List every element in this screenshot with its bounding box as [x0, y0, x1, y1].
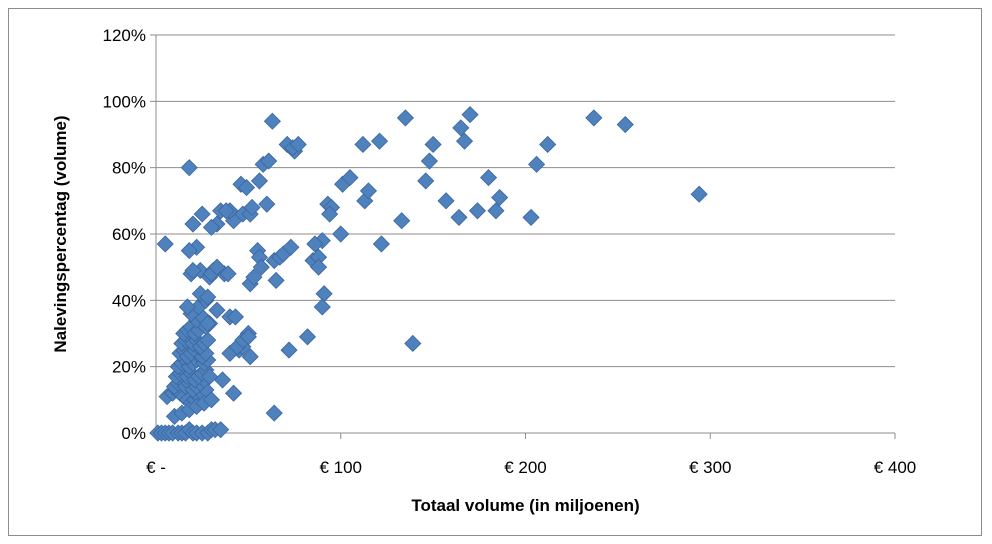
data-point: [332, 225, 350, 243]
data-point: [226, 308, 245, 326]
data-point: [193, 205, 211, 223]
data-point: [289, 135, 307, 154]
data-point: [241, 348, 259, 366]
data-point: [156, 235, 174, 253]
data-point: [180, 159, 198, 177]
data-point: [250, 172, 269, 190]
data-point: [491, 188, 509, 207]
data-point: [202, 391, 220, 409]
data-point: [306, 235, 324, 253]
data-point: [455, 132, 474, 150]
x-tick-label: € -: [146, 458, 166, 477]
data-point: [282, 238, 300, 256]
data-point: [260, 152, 278, 170]
data-point: [522, 208, 540, 226]
data-point: [280, 341, 298, 359]
data-point: [452, 119, 470, 137]
data-point: [252, 258, 270, 276]
data-point: [202, 218, 220, 236]
data-point: [237, 179, 256, 197]
data-point: [396, 109, 414, 127]
y-tick-label: 0%: [121, 424, 146, 443]
data-point: [341, 169, 359, 187]
data-point: [370, 132, 389, 150]
data-point: [263, 112, 281, 130]
data-point: [243, 198, 261, 217]
y-tick-label: 80%: [112, 159, 146, 178]
data-point: [420, 152, 438, 170]
data-point: [212, 421, 230, 439]
y-tick-label: 20%: [112, 358, 146, 377]
data-point: [417, 172, 435, 190]
x-tick-labels: € - € 100 € 200 € 300 € 400: [146, 458, 916, 477]
data-point: [199, 331, 217, 349]
data-point: [359, 182, 378, 200]
data-point: [184, 261, 202, 280]
data-point: [354, 135, 372, 154]
data-point: [321, 205, 339, 223]
data-point: [487, 202, 505, 220]
data-point: [450, 208, 468, 226]
y-tick-label: 100%: [103, 92, 146, 111]
x-tick-label: € 100: [319, 458, 362, 477]
data-point: [199, 314, 217, 333]
data-point: [528, 155, 546, 173]
y-axis-title: Nalevingspercentag (volume): [51, 115, 70, 352]
data-point: [393, 212, 411, 230]
data-point: [245, 268, 263, 286]
y-tick-label: 40%: [112, 291, 146, 310]
data-point: [298, 328, 317, 346]
gridlines: [156, 34, 895, 368]
data-point: [424, 135, 442, 154]
data-point: [217, 202, 235, 220]
data-point: [239, 328, 257, 346]
x-tick-label: € 400: [874, 458, 917, 477]
data-point: [539, 135, 557, 154]
data-point: [225, 384, 243, 402]
data-point: [313, 298, 331, 316]
data-point: [213, 371, 232, 389]
data-point: [208, 258, 226, 276]
data-point: [180, 242, 198, 260]
axes: [150, 34, 896, 439]
data-point: [690, 185, 708, 203]
data-point: [258, 195, 276, 213]
data-point: [184, 215, 202, 233]
data-point: [265, 404, 283, 422]
data-point: [199, 288, 217, 306]
data-point: [208, 301, 226, 319]
x-tick-label: € 200: [504, 458, 547, 477]
data-point: [468, 202, 487, 220]
data-point: [315, 285, 333, 303]
data-point: [310, 258, 328, 276]
data-point: [178, 298, 196, 316]
x-tick-label: € 300: [689, 458, 732, 477]
data-points: [149, 106, 708, 442]
data-point: [437, 192, 455, 210]
data-point: [585, 109, 603, 127]
data-point: [267, 271, 285, 289]
data-point: [372, 235, 390, 253]
y-tick-label: 60%: [112, 225, 146, 244]
data-point: [616, 115, 634, 134]
data-point: [201, 368, 219, 386]
chart-frame: [8, 8, 982, 536]
data-point: [461, 106, 479, 124]
data-point: [219, 265, 237, 283]
data-point: [479, 169, 498, 187]
x-axis-title: Totaal volume (in miljoenen): [411, 496, 639, 515]
y-tick-label: 120%: [103, 26, 146, 45]
y-tick-labels: 0% 20% 40% 60% 80% 100% 120%: [103, 26, 146, 443]
data-point: [404, 334, 422, 353]
